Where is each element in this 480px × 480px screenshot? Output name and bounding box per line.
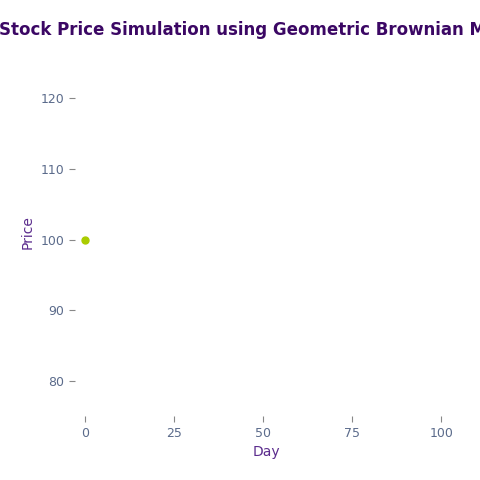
X-axis label: Day: Day [253, 445, 281, 459]
Point [82, 236, 89, 243]
Title: Stock Price Simulation using Geometric Brownian Motion: Stock Price Simulation using Geometric B… [0, 21, 480, 39]
Y-axis label: Price: Price [21, 216, 35, 250]
